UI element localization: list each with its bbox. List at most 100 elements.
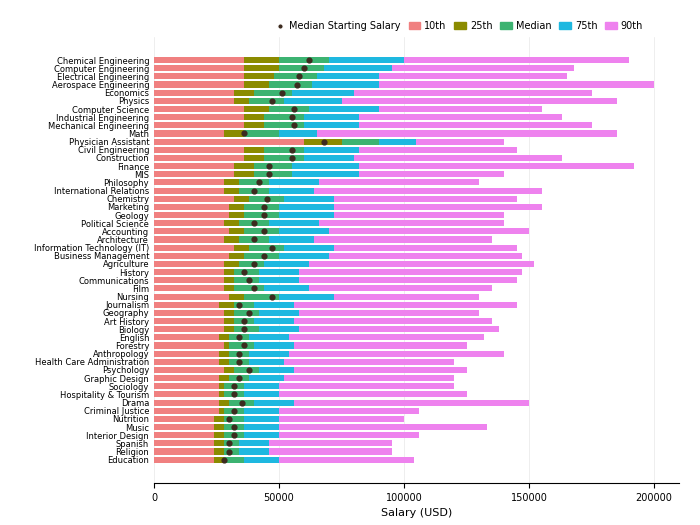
Bar — [219, 334, 229, 340]
Bar — [234, 286, 264, 291]
Bar — [154, 416, 214, 422]
Bar — [229, 253, 244, 259]
Point — [223, 447, 235, 456]
Bar — [154, 106, 244, 112]
Bar — [229, 359, 249, 365]
Bar — [264, 155, 304, 161]
Point — [233, 358, 244, 366]
Bar — [154, 122, 244, 129]
Point — [248, 219, 260, 227]
Bar — [279, 457, 414, 463]
Bar — [154, 171, 234, 177]
Bar — [154, 245, 234, 251]
Bar — [354, 155, 561, 161]
Bar — [264, 261, 309, 267]
Bar — [264, 114, 304, 120]
Bar — [224, 440, 239, 446]
Point — [239, 317, 250, 325]
Point — [244, 366, 255, 374]
Bar — [154, 90, 234, 96]
Bar — [284, 196, 334, 202]
Point — [288, 105, 300, 113]
Bar — [154, 342, 224, 349]
Bar — [224, 342, 229, 349]
Point — [266, 244, 277, 252]
Bar — [239, 261, 264, 267]
Bar — [249, 375, 284, 381]
Bar — [304, 155, 354, 161]
Bar — [254, 90, 291, 96]
Bar — [219, 359, 229, 365]
Bar — [229, 204, 244, 210]
Bar — [234, 277, 259, 284]
Bar — [154, 351, 219, 356]
Bar — [154, 326, 224, 332]
Bar — [229, 375, 249, 381]
Bar — [391, 65, 574, 71]
Bar — [154, 359, 219, 365]
Bar — [279, 130, 316, 136]
Bar — [224, 220, 239, 226]
Bar — [312, 81, 379, 88]
Bar — [284, 98, 342, 104]
Bar — [234, 269, 259, 275]
Point — [303, 56, 314, 64]
Bar — [304, 139, 342, 145]
Bar — [154, 196, 234, 202]
Bar — [279, 424, 486, 430]
Bar — [234, 171, 254, 177]
Bar — [154, 391, 219, 397]
Bar — [254, 171, 291, 177]
Point — [236, 398, 247, 407]
Bar — [234, 302, 254, 308]
Bar — [359, 114, 561, 120]
Bar — [229, 351, 249, 356]
Bar — [359, 163, 634, 169]
Bar — [254, 302, 294, 308]
Bar — [289, 351, 504, 356]
Bar — [309, 261, 534, 267]
Bar — [224, 236, 239, 243]
Bar — [224, 416, 244, 422]
Bar — [239, 220, 269, 226]
Point — [239, 341, 250, 350]
Bar — [254, 318, 294, 324]
Bar — [294, 302, 517, 308]
Bar — [334, 204, 542, 210]
Bar — [219, 351, 229, 356]
Point — [253, 178, 265, 186]
Bar — [291, 90, 354, 96]
Point — [318, 138, 330, 146]
Point — [258, 251, 270, 260]
Bar — [219, 408, 224, 414]
Bar — [379, 81, 654, 88]
Bar — [154, 424, 214, 430]
Point — [276, 89, 287, 97]
Bar — [249, 98, 284, 104]
Bar — [294, 342, 466, 349]
Bar — [259, 269, 299, 275]
Bar — [214, 457, 224, 463]
Bar — [224, 408, 244, 414]
Bar — [249, 245, 284, 251]
Bar — [359, 122, 592, 129]
Bar — [224, 130, 244, 136]
Bar — [284, 245, 334, 251]
Bar — [234, 163, 254, 169]
Bar — [234, 367, 259, 373]
Bar — [279, 253, 329, 259]
Bar — [379, 106, 542, 112]
Bar — [259, 277, 299, 284]
Bar — [239, 440, 269, 446]
Bar — [304, 114, 359, 120]
Bar — [299, 310, 479, 316]
Bar — [229, 342, 254, 349]
Bar — [299, 326, 499, 332]
Bar — [244, 383, 279, 390]
Bar — [224, 424, 244, 430]
Bar — [154, 139, 304, 145]
Bar — [154, 220, 224, 226]
Point — [239, 268, 250, 276]
Bar — [279, 212, 334, 218]
Bar — [334, 196, 517, 202]
